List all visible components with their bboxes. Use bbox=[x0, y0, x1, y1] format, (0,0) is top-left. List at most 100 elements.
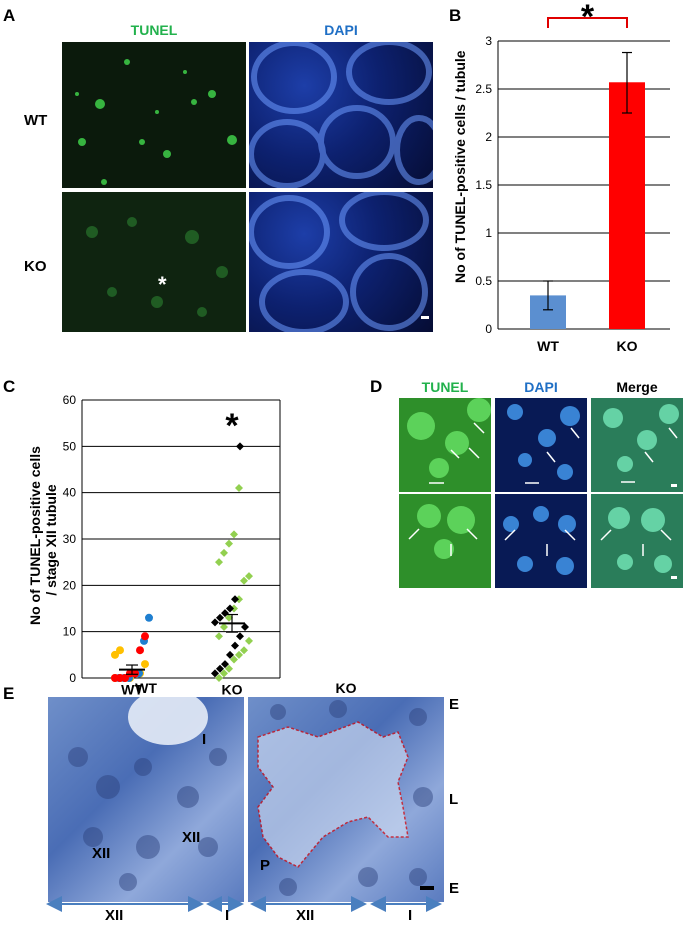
panel-e-label-i: I bbox=[202, 731, 207, 748]
panel-c-point-ko bbox=[216, 613, 224, 622]
panel-c-point-ko bbox=[225, 664, 233, 673]
panel-c-point-wt bbox=[136, 646, 144, 655]
panel-c-point-ko bbox=[245, 572, 253, 581]
panel-b-bar-ko bbox=[609, 82, 645, 329]
panel-label-c: C bbox=[3, 377, 16, 396]
panel-c-tick-label: 50 bbox=[63, 439, 77, 453]
panel-c-point-ko bbox=[230, 530, 238, 539]
panel-c-point-ko bbox=[225, 613, 233, 622]
panel-c-point-ko bbox=[226, 604, 234, 613]
panel-a-wt-dapi-image bbox=[249, 42, 433, 188]
panel-c-point-wt bbox=[145, 613, 153, 622]
panel-d-merge-header: Merge bbox=[616, 379, 658, 395]
panel-c-point-ko bbox=[220, 623, 228, 632]
panel-b-significance-star: * bbox=[581, 0, 595, 36]
panel-label-d: D bbox=[370, 377, 383, 396]
panel-e-label-xii-right: XII bbox=[182, 829, 201, 846]
panel-c-point-wt bbox=[116, 646, 124, 655]
panel-c-point-ko bbox=[241, 623, 249, 632]
panel-c-point-ko bbox=[220, 669, 228, 678]
panel-e-stage-arrows bbox=[46, 896, 442, 912]
panel-e-label-l: L bbox=[449, 791, 459, 808]
panel-b-ylabel: No of TUNEL-positive cells / tubule bbox=[452, 50, 468, 283]
panel-c-point-ko bbox=[211, 618, 219, 627]
panel-d-dapi-top bbox=[495, 398, 587, 492]
panel-c-point-ko bbox=[216, 664, 224, 673]
panel-d-merge-top bbox=[591, 398, 683, 492]
panel-e-ko-image: P bbox=[248, 697, 444, 902]
panel-c-significance-star: * bbox=[225, 407, 239, 445]
panel-label-a: A bbox=[3, 6, 16, 25]
panel-c-point-ko bbox=[215, 674, 223, 682]
panel-e-title-ko: KO bbox=[335, 680, 357, 696]
panel-c-tick-label: 0 bbox=[69, 671, 76, 685]
panel-d-tunel-top bbox=[399, 398, 491, 492]
panel-c-point-ko bbox=[225, 539, 233, 548]
panel-b-chart: 0 0.5 1 1.5 2 2.5 3 WT KO * bbox=[475, 0, 670, 354]
panel-c-point-wt bbox=[141, 660, 149, 669]
panel-e-title-wt: WT bbox=[135, 680, 157, 696]
panel-e-label-e-bottom: E bbox=[449, 880, 460, 897]
panel-c-point-ko bbox=[235, 650, 243, 659]
panel-a-row-wt: WT bbox=[24, 112, 48, 129]
panel-b-tick-label: 1 bbox=[485, 226, 492, 240]
panel-a-tunel-header: TUNEL bbox=[130, 22, 178, 38]
panel-b-tick-label: 0 bbox=[485, 322, 492, 336]
panel-c-point-ko bbox=[235, 484, 243, 493]
panel-e-bottom-i-1: I bbox=[225, 907, 230, 924]
panel-d-dapi-header: DAPI bbox=[524, 379, 558, 395]
panel-label-b: B bbox=[449, 6, 462, 25]
panel-c-point-ko bbox=[221, 660, 229, 669]
panel-e-label-xii-left: XII bbox=[92, 845, 111, 862]
panel-e-label-e-top: E bbox=[449, 696, 460, 713]
panel-a-dapi-header: DAPI bbox=[324, 22, 358, 38]
panel-c-point-ko bbox=[230, 655, 238, 664]
panel-e-bottom-i-2: I bbox=[408, 907, 413, 924]
panel-a-row-ko: KO bbox=[24, 258, 47, 275]
panel-d-dapi-bottom bbox=[495, 494, 587, 588]
panel-c-point-ko bbox=[215, 558, 223, 567]
panel-b-tick-label: 2 bbox=[485, 130, 492, 144]
panel-b-tick-label: 1.5 bbox=[475, 178, 492, 192]
panel-c-point-ko bbox=[245, 636, 253, 645]
panel-a-ko-tunel-image: * bbox=[62, 192, 246, 332]
panel-c-point-wt bbox=[131, 669, 139, 678]
panel-c-tick-label: 60 bbox=[63, 393, 77, 407]
panel-c-point-ko bbox=[236, 442, 244, 451]
panel-c-point-ko bbox=[236, 632, 244, 641]
panel-c-tick-label: 40 bbox=[63, 486, 77, 500]
panel-c-point-ko bbox=[240, 576, 248, 585]
panel-c-point-ko bbox=[211, 669, 219, 678]
panel-a-ko-dapi-image bbox=[249, 192, 433, 332]
panel-b-category-label: KO bbox=[617, 338, 638, 354]
panel-b-category-label: WT bbox=[537, 338, 559, 354]
panel-c-category-label: WT bbox=[121, 681, 143, 697]
panel-e-wt-image: I XII XII bbox=[48, 697, 244, 902]
panel-c-point-wt bbox=[141, 632, 149, 641]
panel-a-asterisk: * bbox=[158, 272, 167, 297]
panel-c-point-ko bbox=[215, 632, 223, 641]
panel-c-tick-label: 30 bbox=[63, 532, 77, 546]
panel-e-bottom-xii-2: XII bbox=[296, 907, 315, 924]
panel-b-tick-label: 3 bbox=[485, 34, 492, 48]
panel-d-merge-bottom bbox=[591, 494, 683, 588]
panel-label-e: E bbox=[3, 684, 15, 703]
panel-b-tick-label: 2.5 bbox=[475, 82, 492, 96]
panel-c-point-ko bbox=[226, 650, 234, 659]
panel-c-point-ko bbox=[240, 646, 248, 655]
panel-c-point-ko bbox=[231, 641, 239, 650]
panel-b-tick-label: 0.5 bbox=[475, 274, 492, 288]
panel-a-wt-tunel-image bbox=[62, 42, 246, 188]
panel-c-point-ko bbox=[231, 595, 239, 604]
panel-e-bottom-xii-1: XII bbox=[105, 907, 124, 924]
panel-c-category-label: KO bbox=[222, 681, 243, 697]
panel-b-significance-bracket bbox=[547, 17, 628, 28]
panel-d-tunel-bottom bbox=[399, 494, 491, 588]
panel-e-label-p: P bbox=[260, 857, 271, 874]
panel-d-tunel-header: TUNEL bbox=[421, 379, 469, 395]
panel-c-tick-label: 20 bbox=[63, 578, 77, 592]
panel-c-point-ko bbox=[220, 548, 228, 557]
panel-c-chart: 0 10 20 30 40 50 60 WT KO * bbox=[63, 393, 281, 697]
panel-c-point-ko bbox=[221, 609, 229, 618]
panel-c-tick-label: 10 bbox=[63, 625, 77, 639]
